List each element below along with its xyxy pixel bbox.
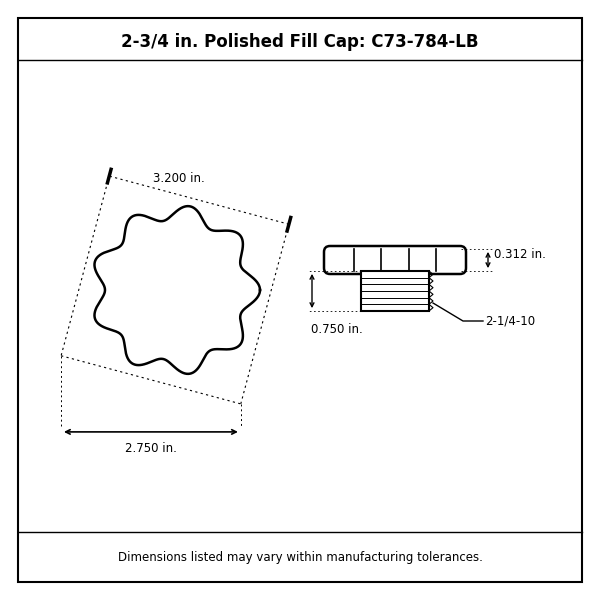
Bar — [361, 271, 429, 311]
Text: 0.750 in.: 0.750 in. — [311, 323, 363, 336]
Text: 2.750 in.: 2.750 in. — [125, 442, 177, 455]
Text: 3.200 in.: 3.200 in. — [153, 172, 205, 185]
Text: 0.312 in.: 0.312 in. — [494, 248, 546, 262]
FancyBboxPatch shape — [324, 246, 466, 274]
Text: 2-1/4-10: 2-1/4-10 — [485, 314, 535, 328]
Text: 2-3/4 in. Polished Fill Cap: C73-784-LB: 2-3/4 in. Polished Fill Cap: C73-784-LB — [121, 33, 479, 51]
Text: Dimensions listed may vary within manufacturing tolerances.: Dimensions listed may vary within manufa… — [118, 551, 482, 563]
